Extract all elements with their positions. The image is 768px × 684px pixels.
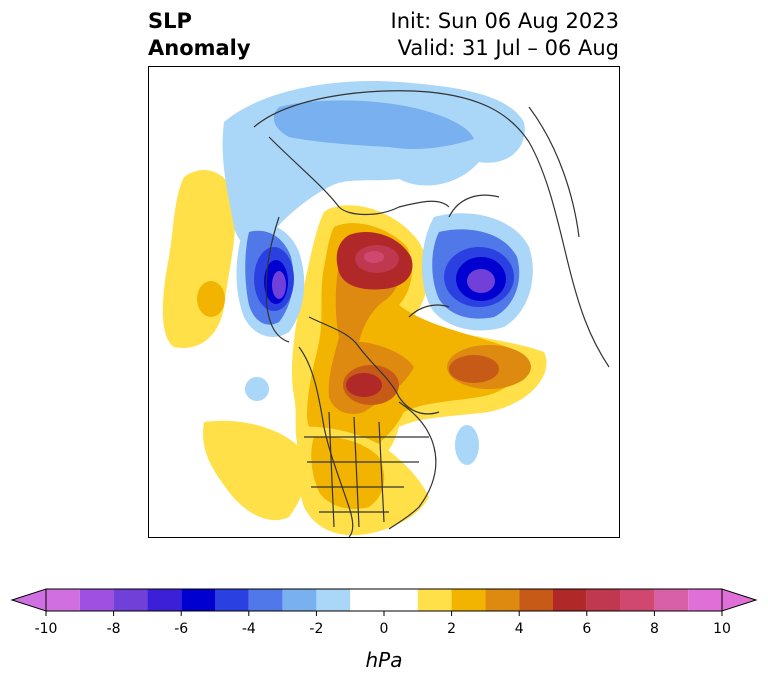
colorbar-bin: [181, 589, 215, 611]
colorbar-bin: [350, 589, 418, 611]
colorbar-tick-label: 8: [650, 621, 659, 637]
colorbar-bin: [79, 589, 114, 611]
colorbar-ticks: -10 -8 -6 -4 -2 0 2 4 6 8 10: [35, 611, 731, 637]
colorbar-bin: [586, 589, 621, 611]
colorbar-bin: [248, 589, 283, 611]
map-title: SLP Anomaly: [148, 8, 251, 62]
slp-anomaly-map: [162, 81, 610, 537]
purple-east-core: [467, 269, 495, 293]
orange-patch-pacific: [197, 281, 225, 317]
colorbar-bin: [654, 589, 689, 611]
blue-patch-atlantic: [455, 425, 479, 465]
red-core-center: [346, 373, 382, 397]
colorbar-bin: [688, 589, 722, 611]
mid-blue-arctic: [273, 100, 474, 150]
colorbar-bins: [46, 589, 722, 611]
yellow-region-pacific: [162, 169, 236, 348]
colorbar-tick-label: 0: [380, 621, 389, 637]
title-field: Anomaly: [148, 36, 251, 60]
yellow-region-america: [203, 420, 307, 521]
colorbar-bin: [451, 589, 486, 611]
colorbar-bin: [46, 589, 80, 611]
colorbar-tick-label: 2: [447, 621, 456, 637]
map-dates: Init: Sun 06 Aug 2023 Valid: 31 Jul – 06…: [391, 8, 619, 62]
orange-region-north-america: [311, 436, 385, 509]
colorbar-tick-label: -10: [35, 621, 58, 637]
colorbar-tick-label: 4: [515, 621, 524, 637]
colorbar-bin: [417, 589, 452, 611]
colorbar: -10 -8 -6 -4 -2 0 2 4 6 8 10: [10, 588, 758, 637]
colorbar-extend-high: [721, 588, 758, 612]
colorbar-bin: [620, 589, 655, 611]
colorbar-tick-label: -4: [242, 621, 256, 637]
valid-range: Valid: 31 Jul – 06 Aug: [397, 36, 619, 60]
colorbar-bin: [553, 589, 587, 611]
colorbar-extend-low: [10, 588, 47, 612]
colorbar-tick-label: 10: [713, 621, 731, 637]
colorbar-bin: [147, 589, 182, 611]
positive-anomaly-shading: [162, 169, 547, 536]
negative-anomaly-shading: [222, 81, 533, 465]
colorbar-tick-label: -6: [174, 621, 188, 637]
colorbar-unit: hPa: [365, 648, 403, 672]
colorbar-bin: [113, 589, 148, 611]
colorbar-bin: [519, 589, 553, 611]
blue-patch-pacific: [245, 377, 269, 401]
purple-west-core: [272, 271, 286, 299]
init-date: Init: Sun 06 Aug 2023: [390, 9, 619, 33]
colorbar-tick-label: -8: [107, 621, 121, 637]
colorbar-bin: [282, 589, 317, 611]
dark-orange-canada: [449, 355, 499, 383]
map-panel: [148, 66, 620, 538]
colorbar-bin: [316, 589, 351, 611]
title-variable: SLP: [148, 9, 192, 33]
coastlines: [253, 90, 610, 537]
colorbar-bin: [215, 589, 249, 611]
colorbar-tick-label: 6: [582, 621, 591, 637]
pink-core: [364, 251, 384, 263]
colorbar-tick-label: -2: [309, 621, 323, 637]
colorbar-bin: [485, 589, 520, 611]
